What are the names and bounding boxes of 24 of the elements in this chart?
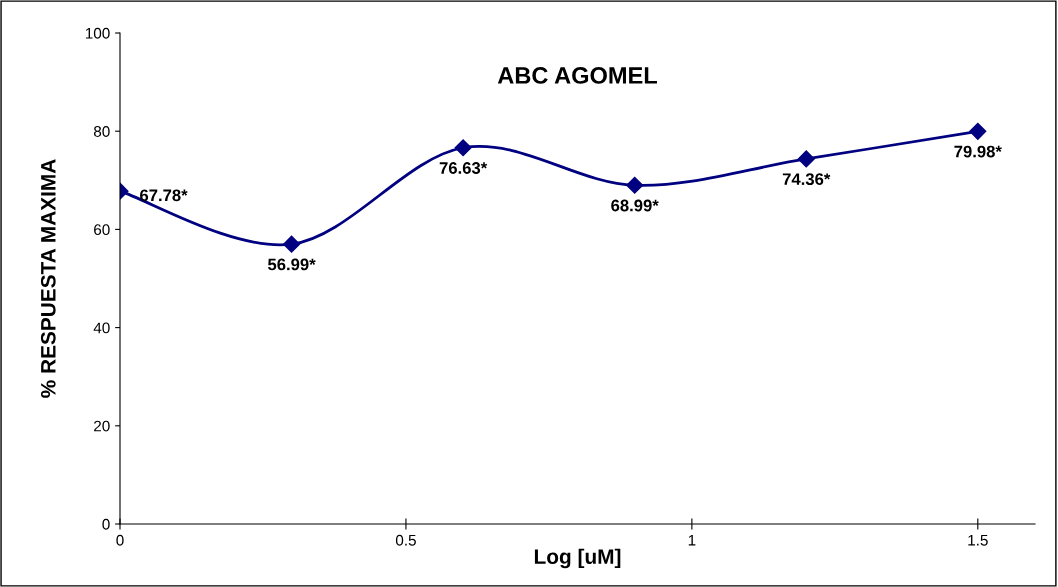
y-tick-label: 80 bbox=[93, 126, 110, 137]
y-axis-title: % RESPUESTA MAXIMA bbox=[40, 159, 56, 398]
x-axis-title: Log [uM] bbox=[534, 548, 621, 569]
data-label: 76.63* bbox=[439, 162, 488, 174]
y-tick-label: 40 bbox=[93, 322, 110, 334]
y-tick-label: 20 bbox=[94, 420, 110, 432]
x-tick-label: 1 bbox=[688, 534, 696, 546]
y-tick-label: 100 bbox=[85, 27, 110, 39]
y-tick-label: 60 bbox=[94, 224, 110, 236]
x-tick-label: 0.5 bbox=[395, 534, 416, 546]
data-label: 74.36* bbox=[782, 173, 831, 186]
x-tick-label: 1.5 bbox=[968, 534, 988, 546]
data-label: 56.99* bbox=[267, 258, 316, 271]
x-tick-label: 0 bbox=[116, 534, 124, 546]
text: ABC AGOMEL bbox=[497, 67, 657, 84]
point bbox=[969, 122, 987, 140]
point bbox=[797, 150, 815, 168]
point bbox=[283, 235, 301, 253]
y-tick-label: 0 bbox=[102, 518, 110, 530]
point bbox=[626, 176, 644, 194]
data-label: 67.78* bbox=[140, 189, 188, 202]
data-label: 68.99* bbox=[611, 199, 659, 212]
point bbox=[454, 139, 472, 157]
data-label: 79.98* bbox=[954, 145, 1002, 158]
